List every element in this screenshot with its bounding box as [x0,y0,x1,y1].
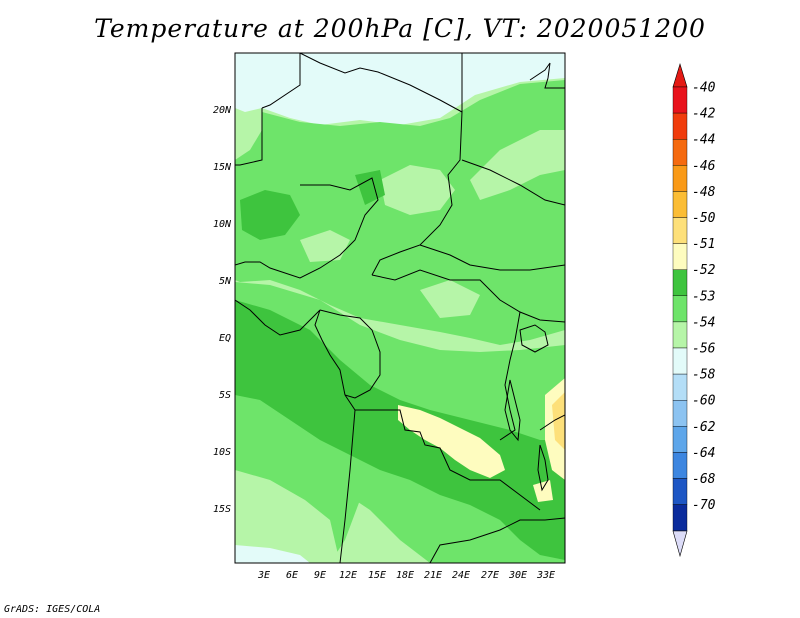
border-zambia-south [429,517,565,563]
lon-label: 33E [536,570,555,581]
lon-label: 6E [286,570,298,581]
coastline-west [235,299,346,396]
colorbar-swatch [672,165,688,192]
colorbar-label: -51 [692,237,715,252]
colorbar-label: -54 [692,315,715,330]
border-car [371,269,565,323]
colorbar-label: -52 [692,263,716,278]
field-minus51-patch-1 [398,405,505,478]
temperature-field [235,53,565,563]
colorbar-label: -44 [692,133,715,148]
colorbar-label: -40 [692,81,716,96]
border-angola-namibia [339,409,356,563]
field-minus53-north [235,80,565,345]
colorbar-swatch [672,112,688,140]
colorbar-label: -70 [692,498,716,513]
red-sea-coast [529,62,565,89]
lon-label: 18E [396,570,414,581]
border-chad-sudan [371,111,463,276]
colorbar-swatch [672,191,688,218]
longitude-axis: 3E 6E 9E 12E 15E 18E 21E 24E 27E 30E 33E [257,570,555,581]
colorbar-swatch [672,426,688,453]
colorbar-swatch [672,138,688,166]
border-niger-chad [261,53,301,109]
colorbar-label: -46 [692,159,716,174]
lon-label: 21E [424,570,442,581]
lat-label: 5S [219,390,231,401]
lat-label: 10N [213,219,232,230]
lat-label: 15S [213,504,231,515]
map-title: Temperature at 200hPa [C], VT: 202005120… [94,14,706,43]
colorbar-label: -62 [692,420,716,435]
lat-label: EQ [219,333,231,344]
grads-credit: GrADS: IGES/COLA [4,604,101,615]
colorbar-label: -60 [692,394,716,409]
lon-label: 24E [452,570,470,581]
field-minus54-patch-4 [420,280,480,318]
lon-label: 9E [314,570,326,581]
field-minus51-patch-3 [533,480,553,502]
lon-label: 27E [481,570,499,581]
border-mozambique [539,414,565,431]
map-frame [234,52,566,564]
border-chad-nigeria [235,108,263,166]
colorbar-swatch [672,478,688,505]
colorbar-label: -48 [692,185,716,200]
colorbar-swatch [672,86,688,114]
border-drc-east [499,311,521,441]
lon-label: 30E [508,570,527,581]
field-minus56-southwest [235,545,310,563]
field-minus54-patch-2 [470,130,565,200]
lake-tanganyika [504,379,521,442]
border-angola [344,394,541,511]
colorbar-swatch [672,504,688,531]
colorbar-label: -56 [692,342,716,357]
lat-label: 15N [213,162,232,173]
colorbar-label: -53 [692,289,715,304]
field-minus54-southwest [235,470,340,563]
field-minus54-patch-1 [380,165,455,215]
field-minus50-patch [552,392,565,450]
field-minus52-north-1 [240,190,300,240]
field-north-cold [235,53,565,125]
field-minus54-patch-3 [300,230,350,262]
country-borders [235,53,565,563]
lake-victoria [519,324,549,353]
colorbar-bottom-triangle [672,530,688,558]
colorbar-swatch [672,321,688,349]
field-minus52-band [235,300,565,560]
colorbar-label: -58 [692,368,716,383]
colorbar-label: -64 [692,446,715,461]
colorbar-swatch [672,217,688,244]
colorbar-swatch [672,452,688,479]
colorbar-swatch [672,400,688,427]
colorbar-label: -50 [692,211,716,226]
lon-label: 3E [257,570,270,581]
colorbar-label: -68 [692,472,716,487]
colorbar-swatch [672,295,688,323]
border-drc-west [319,309,381,399]
colorbar-swatch [672,269,688,297]
lake-malawi [537,444,549,492]
latitude-axis: 20N 15N 10N 5N EQ 5S 10S 15S [213,105,232,515]
border-ssudan [419,244,565,271]
colorbar-swatch [672,373,688,401]
colorbar-swatch [672,347,688,375]
field-minus52-north-2 [355,170,385,205]
lat-label: 20N [213,105,232,116]
border-algeria-libya [299,53,463,113]
colorbar-top-triangle [672,62,688,88]
border-sudan-ethiopia [461,159,565,206]
lon-label: 15E [368,570,386,581]
lat-label: 10S [213,447,231,458]
lon-label: 12E [339,570,357,581]
lat-label: 5N [219,276,232,287]
colorbar-swatch [672,243,688,270]
border-nigeria-cameroon [235,177,379,279]
colorbar: -40 -42 -44 -46 -48 -50 -51 -52 -53 -54 -56 -58 -60 -… [672,62,716,558]
colorbar-label: -42 [692,107,716,122]
